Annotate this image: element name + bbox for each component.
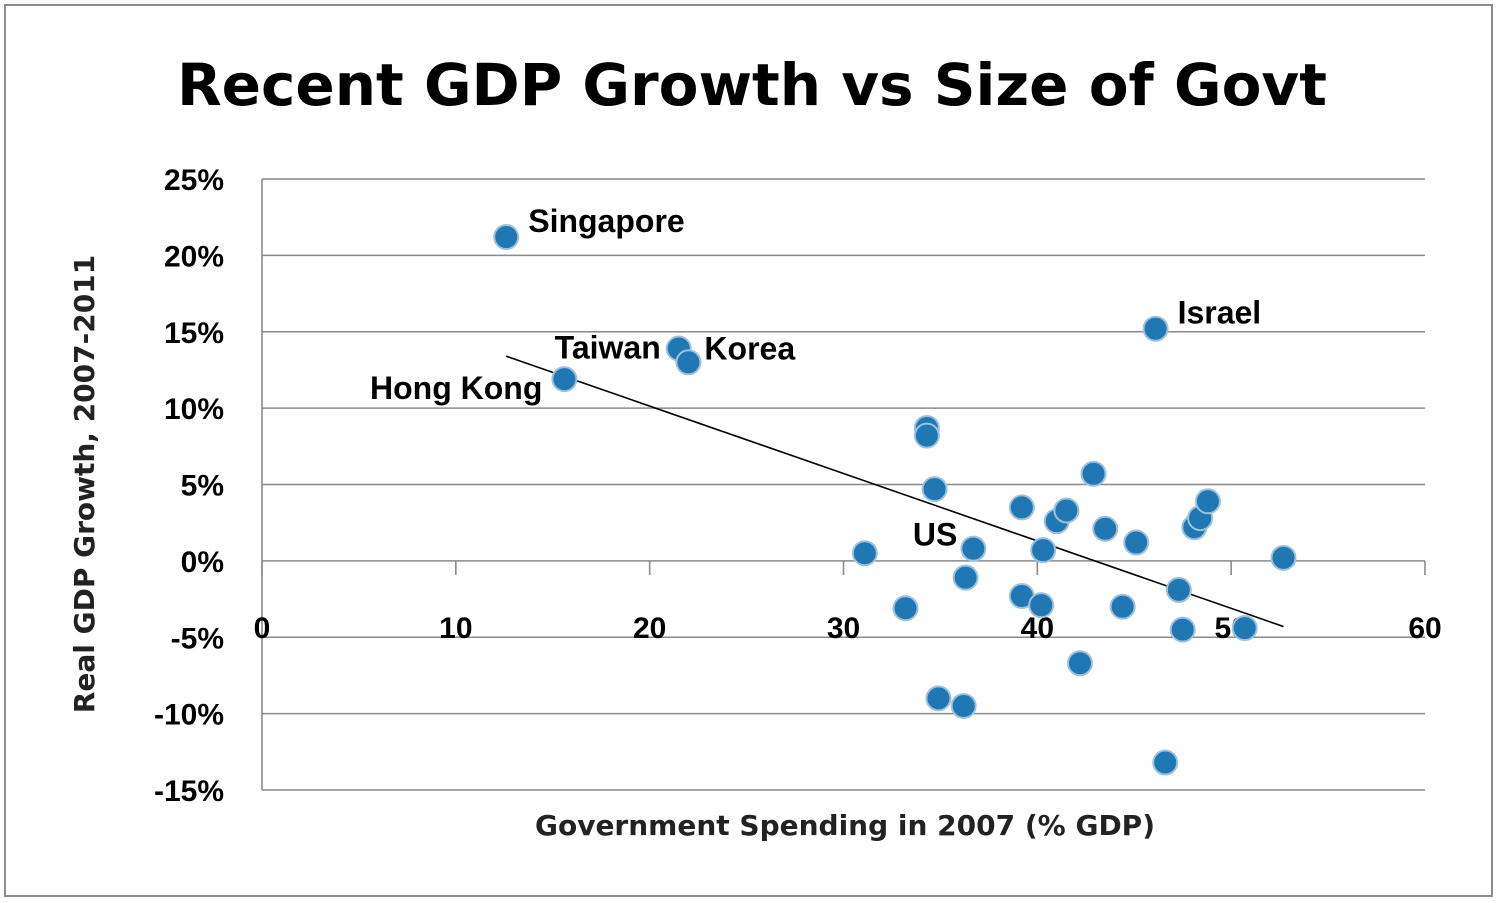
data-point (1165, 576, 1192, 603)
point-label: Singapore (528, 203, 684, 239)
data-point (1030, 537, 1057, 564)
y-tick-label: -15% (154, 775, 224, 808)
data-point (1092, 515, 1119, 542)
data-point (921, 476, 948, 503)
chart-frame: Recent GDP Growth vs Size of Govt 25% 20%… (4, 4, 1493, 897)
data-point (851, 540, 878, 567)
x-tick-label: 0 (254, 612, 271, 645)
data-point (960, 535, 987, 562)
y-tick-label: 10% (164, 393, 224, 426)
point-label: Israel (1178, 295, 1262, 331)
point-label: Korea (704, 330, 795, 366)
y-axis-ticks: 25% 20% 15% 10% 5% 0% -5% -10% -15% (154, 164, 224, 808)
data-point (1028, 592, 1055, 619)
y-tick-label: 20% (164, 240, 224, 273)
data-point (493, 224, 520, 251)
data-point (1109, 593, 1136, 620)
data-point (1008, 494, 1035, 521)
data-point (1194, 488, 1221, 515)
y-tick-label: 5% (181, 470, 224, 503)
scatter-chart: Recent GDP Growth vs Size of Govt 25% 20%… (68, 51, 1442, 842)
data-point (950, 692, 977, 719)
x-tick-label: 30 (827, 612, 860, 645)
data-point (892, 595, 919, 622)
y-tick-label: -10% (154, 699, 224, 732)
data-point (1270, 544, 1297, 571)
chart-title: Recent GDP Growth vs Size of Govt (177, 51, 1327, 119)
data-point (1231, 615, 1258, 642)
data-point (1080, 460, 1107, 487)
point-label: Taiwan (555, 330, 661, 366)
data-point (551, 366, 578, 393)
y-tick-label: 0% (181, 546, 224, 579)
x-tick-label: 10 (439, 612, 472, 645)
data-points (493, 224, 1297, 776)
gridlines (261, 178, 1425, 791)
y-tick-label: 15% (164, 317, 224, 350)
x-tick-label: 60 (1408, 612, 1441, 645)
y-axis-title: Real GDP Growth, 2007-2011 (68, 255, 101, 713)
data-point (1123, 529, 1150, 556)
trendline (505, 355, 1284, 628)
data-point (925, 685, 952, 712)
data-point (952, 564, 979, 591)
data-point (913, 422, 940, 449)
y-tick-label: 25% (164, 164, 224, 197)
x-axis-title: Government Spending in 2007 (% GDP) (535, 809, 1155, 842)
x-tick-label: 20 (633, 612, 666, 645)
data-point (675, 349, 702, 376)
data-point (1066, 650, 1093, 677)
data-point (1142, 315, 1169, 342)
point-labels: Singapore Hong Kong Taiwan Korea Israel US (370, 203, 1261, 553)
point-label: US (913, 517, 957, 553)
data-point (1169, 616, 1196, 643)
point-label: Hong Kong (370, 370, 542, 406)
data-point (1152, 749, 1179, 776)
data-point (1053, 497, 1080, 524)
y-tick-label: -5% (171, 622, 224, 655)
x-axis-ticks: 0 10 20 30 40 50 60 (254, 561, 1442, 645)
